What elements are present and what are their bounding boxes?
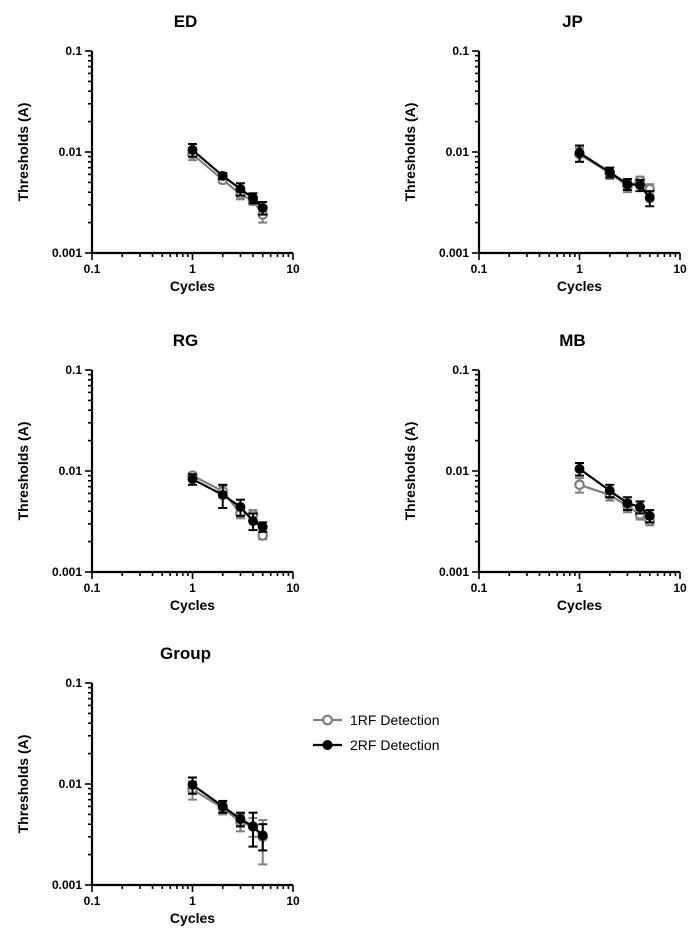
y-tick-label: 0.01: [446, 464, 470, 478]
y-tick-label: 0.01: [59, 145, 83, 159]
series-1rf: [187, 148, 269, 224]
x-axis-title: Cycles: [170, 910, 215, 926]
panel-title: Group: [160, 644, 211, 663]
chart-panel-group: Group 0.001 0.01 0.1 0.1 1 10 Cycles Thresholds …: [15, 644, 300, 926]
data-point: [187, 474, 198, 485]
x-axis-title: Cycles: [170, 278, 215, 294]
data-point: [257, 521, 268, 532]
data-point: [574, 463, 585, 474]
legend-marker-1rf: [322, 714, 333, 726]
y-axis-title: Thresholds (A): [402, 422, 418, 521]
data-point: [217, 489, 228, 500]
data-point: [248, 193, 258, 203]
y-tick-label: 0.001: [52, 878, 82, 892]
data-point: [187, 779, 198, 790]
x-tick-label: 1: [576, 581, 583, 595]
y-tick-label: 0.1: [65, 44, 82, 58]
legend-item-1rf: 1RF Detection: [313, 712, 439, 728]
legend-marker-2rf: [322, 739, 333, 751]
data-point: [622, 498, 633, 509]
y-tick-label: 0.001: [52, 246, 82, 260]
data-point: [604, 485, 615, 496]
x-tick-label: 1: [576, 262, 583, 276]
x-tick-label: 0.1: [471, 262, 488, 276]
x-axis-title: Cycles: [557, 597, 602, 613]
x-tick-label: 10: [286, 262, 300, 276]
y-tick-label: 0.001: [52, 565, 82, 579]
data-point: [257, 830, 268, 841]
data-point: [248, 516, 258, 526]
series-2rf: [574, 144, 655, 208]
x-axis-title: Cycles: [170, 597, 215, 613]
panel-title: MB: [559, 331, 585, 350]
x-tick-label: 1: [189, 262, 196, 276]
data-point: [217, 801, 228, 812]
y-tick-label: 0.1: [65, 676, 82, 690]
data-point: [235, 814, 246, 824]
y-axis-title: Thresholds (A): [15, 422, 31, 521]
chart-panel-jp: JP 0.001 0.01 0.1 0.1 1 10 Cycles Thresholds (A): [402, 12, 687, 294]
data-point: [257, 202, 268, 213]
x-axis-title: Cycles: [557, 278, 602, 294]
x-tick-label: 10: [673, 581, 687, 595]
x-tick-label: 10: [673, 262, 687, 276]
data-point: [187, 144, 198, 155]
y-axis-title: Thresholds (A): [15, 735, 31, 834]
y-tick-label: 0.001: [439, 246, 469, 260]
panel-title: RG: [173, 331, 199, 350]
y-tick-label: 0.01: [446, 145, 470, 159]
y-tick-label: 0.01: [59, 777, 83, 791]
data-point: [644, 510, 655, 521]
data-point: [635, 180, 645, 191]
legend-label-1rf: 1RF Detection: [350, 712, 439, 728]
y-axis-title: Thresholds (A): [402, 103, 418, 202]
y-tick-label: 0.01: [59, 464, 83, 478]
data-point: [574, 147, 585, 158]
y-tick-label: 0.001: [439, 565, 469, 579]
series-2rf: [187, 143, 268, 216]
data-point: [574, 479, 585, 491]
series-2rf: [187, 776, 268, 852]
series-2rf: [574, 462, 655, 524]
chart-panel-mb: MB 0.001 0.01 0.1 0.1 1 10 Cycles Thresholds (A): [402, 331, 687, 613]
data-point: [235, 502, 246, 512]
data-point: [604, 167, 615, 178]
x-tick-label: 10: [286, 894, 300, 908]
series-2rf: [187, 473, 268, 533]
x-tick-label: 0.1: [84, 894, 101, 908]
y-tick-label: 0.1: [452, 363, 469, 377]
y-tick-label: 0.1: [452, 44, 469, 58]
data-point: [217, 170, 228, 181]
legend: 1RF Detection 2RF Detection: [313, 712, 439, 753]
x-tick-label: 1: [189, 894, 196, 908]
chart-panel-rg: RG 0.001 0.01 0.1 0.1 1 10 Cycles Thresholds (A): [15, 331, 300, 613]
x-tick-label: 0.1: [84, 262, 101, 276]
x-tick-label: 0.1: [84, 581, 101, 595]
x-tick-label: 0.1: [471, 581, 488, 595]
legend-label-2rf: 2RF Detection: [350, 737, 439, 753]
data-point: [644, 193, 655, 203]
x-tick-label: 1: [189, 581, 196, 595]
legend-item-2rf: 2RF Detection: [313, 737, 439, 753]
panel-title: ED: [174, 12, 198, 31]
data-point: [235, 184, 246, 194]
y-axis-title: Thresholds (A): [15, 103, 31, 202]
x-tick-label: 10: [286, 581, 300, 595]
data-point: [635, 502, 645, 512]
data-point: [248, 821, 258, 832]
y-tick-label: 0.1: [65, 363, 82, 377]
panel-title: JP: [562, 12, 583, 31]
chart-panel-ed: ED 0.001 0.01 0.1 0.1 1 10 Cycles Thresholds (A): [15, 12, 300, 294]
data-point: [622, 179, 633, 190]
